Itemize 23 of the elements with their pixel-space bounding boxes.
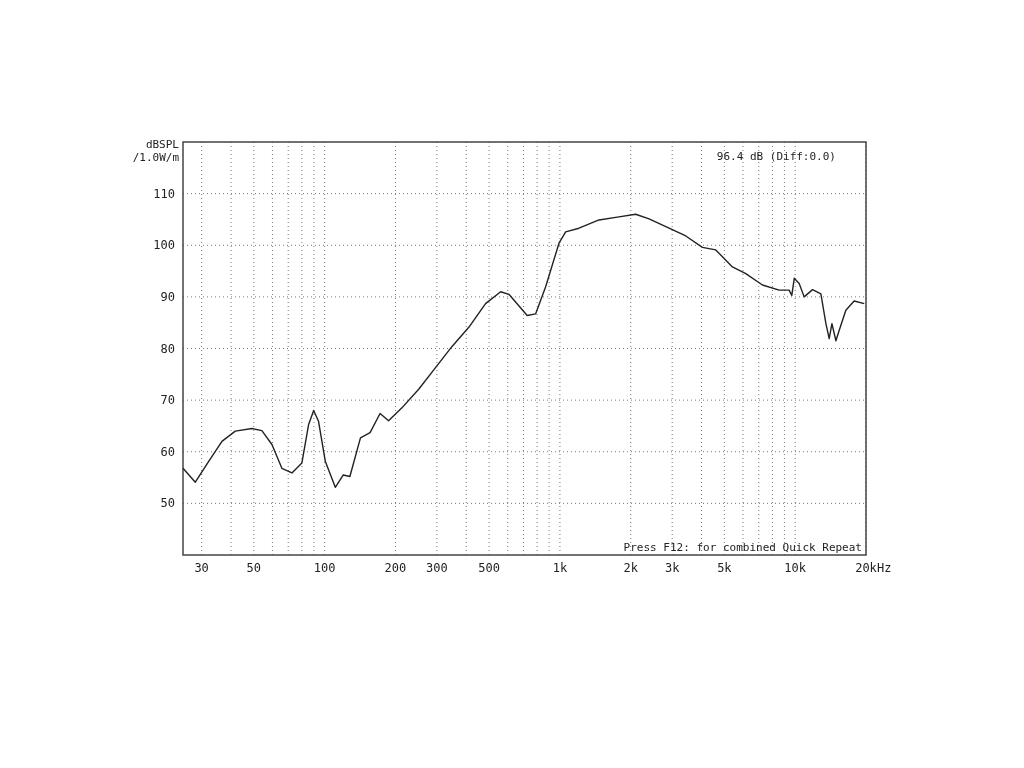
- x-tick-label: 1k: [552, 561, 568, 575]
- y-tick-label: 70: [160, 393, 175, 408]
- x-tick-label: 500: [478, 561, 500, 575]
- x-tick-label: 100: [313, 561, 336, 575]
- y-tick-label: 90: [160, 289, 175, 304]
- annotation: 96.4 dB (Diff:0.0): [716, 150, 836, 163]
- y-axis-title: dBSPL /1.0W/m: [132, 138, 180, 164]
- y-tick-label: 60: [160, 444, 175, 459]
- y-tick-label: 50: [160, 496, 175, 511]
- x-tick-label: 300: [426, 561, 448, 575]
- x-tick-label: 200: [384, 561, 407, 575]
- x-tick-label: 30: [194, 561, 209, 575]
- x-tick-label: 50: [246, 561, 262, 575]
- x-axis-title: Hz: [877, 561, 892, 575]
- x-tick-label: 2k: [623, 561, 639, 575]
- y-tick-label: 100: [153, 238, 175, 253]
- x-tick-label: 10k: [784, 561, 807, 575]
- x-tick-label: 5k: [717, 561, 733, 575]
- x-tick-label: 20k: [855, 561, 878, 575]
- y-tick-label: 80: [160, 341, 175, 356]
- x-tick-label: 3k: [664, 561, 681, 575]
- y-tick-label: 110: [153, 186, 175, 201]
- annotation: Press F12: for combined Quick Repeat: [623, 541, 862, 554]
